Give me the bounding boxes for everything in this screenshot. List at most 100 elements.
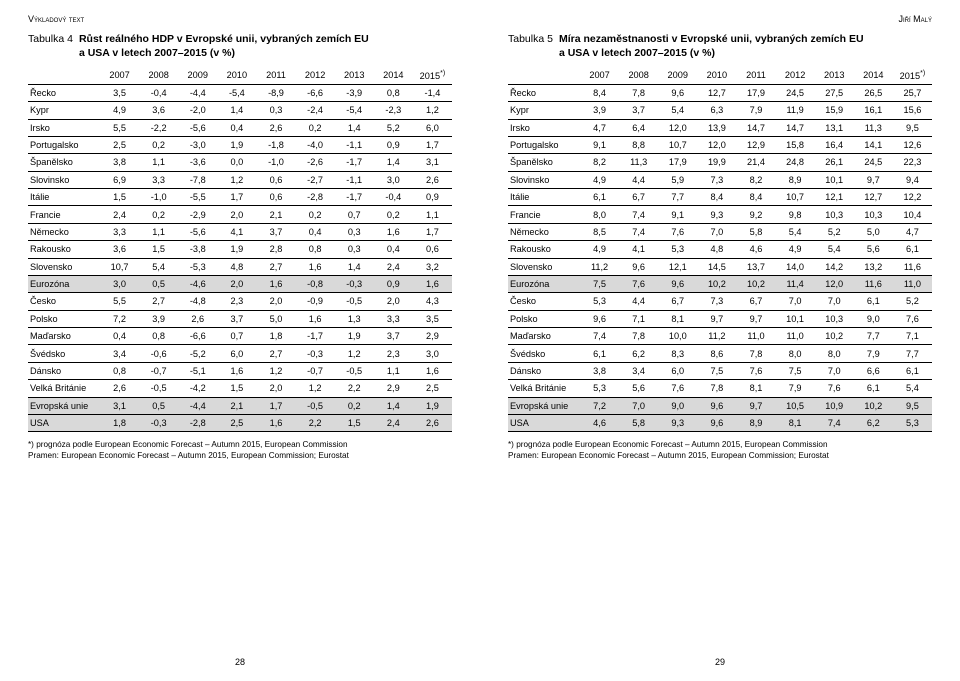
cell-value: 3,7: [619, 102, 658, 119]
cell-value: 3,4: [619, 362, 658, 379]
table-col-year: 2009: [658, 66, 697, 84]
cell-value: 7,0: [815, 362, 854, 379]
cell-value: -2,9: [178, 206, 217, 223]
cell-value: 5,2: [374, 119, 413, 136]
cell-value: 8,1: [776, 414, 815, 431]
cell-value: 7,4: [815, 414, 854, 431]
table-row: Polsko7,23,92,63,75,01,61,33,33,5: [28, 310, 452, 327]
cell-value: 8,4: [736, 189, 775, 206]
cell-value: 11,9: [776, 102, 815, 119]
table-col-year: 2014: [854, 66, 893, 84]
cell-value: 8,5: [580, 223, 619, 240]
cell-value: 1,9: [413, 397, 452, 414]
cell-value: 3,8: [580, 362, 619, 379]
table-col-year: 2008: [619, 66, 658, 84]
cell-value: 0,2: [374, 206, 413, 223]
cell-value: 5,8: [619, 414, 658, 431]
table-col-year: 2015*): [413, 66, 452, 84]
row-label: Rakousko: [508, 241, 580, 258]
cell-value: 2,3: [217, 293, 256, 310]
cell-value: 6,6: [854, 362, 893, 379]
cell-value: -0,6: [139, 345, 178, 362]
row-label: Česko: [28, 293, 100, 310]
cell-value: 3,7: [256, 223, 295, 240]
cell-value: 9,6: [697, 414, 736, 431]
cell-value: 10,3: [815, 310, 854, 327]
cell-value: 14,5: [697, 258, 736, 275]
cell-value: -2,8: [178, 414, 217, 431]
table5-title-l1: Míra nezaměstnanosti v Evropské unii, vy…: [559, 33, 864, 45]
row-label: Francie: [508, 206, 580, 223]
cell-value: 10,9: [815, 397, 854, 414]
cell-value: 4,6: [580, 414, 619, 431]
cell-value: 5,5: [100, 119, 139, 136]
table5-title: Míra nezaměstnanosti v Evropské unii, vy…: [559, 32, 932, 60]
cell-value: 3,6: [100, 241, 139, 258]
cell-value: 14,7: [736, 119, 775, 136]
cell-value: 5,4: [658, 102, 697, 119]
cell-value: -7,8: [178, 171, 217, 188]
cell-value: 6,2: [619, 345, 658, 362]
cell-value: 10,2: [736, 275, 775, 292]
cell-value: 1,9: [335, 328, 374, 345]
cell-value: -1,4: [413, 84, 452, 101]
cell-value: 8,0: [815, 345, 854, 362]
cell-value: 12,9: [736, 136, 775, 153]
cell-value: 0,9: [374, 136, 413, 153]
table-row: Česko5,52,7-4,82,32,0-0,9-0,52,04,3: [28, 293, 452, 310]
cell-value: 6,1: [893, 241, 932, 258]
row-label: Německo: [28, 223, 100, 240]
running-head-left: Výkladový text: [28, 14, 452, 24]
cell-value: -0,5: [139, 380, 178, 397]
row-label: Dánsko: [28, 362, 100, 379]
cell-value: 10,7: [658, 136, 697, 153]
table5-footnote: *) prognóza podle European Economic Fore…: [508, 440, 932, 461]
table-row: Eurozóna3,00,5-4,62,01,6-0,8-0,30,91,6: [28, 275, 452, 292]
cell-value: -5,3: [178, 258, 217, 275]
table-row: Itálie6,16,77,78,48,410,712,112,712,2: [508, 189, 932, 206]
cell-value: 1,5: [217, 380, 256, 397]
cell-value: 3,0: [100, 275, 139, 292]
cell-value: 16,4: [815, 136, 854, 153]
cell-value: 0,2: [335, 397, 374, 414]
cell-value: 13,2: [854, 258, 893, 275]
cell-value: 2,2: [296, 414, 335, 431]
row-label: Velká Británie: [508, 380, 580, 397]
row-label: Itálie: [28, 189, 100, 206]
cell-value: -0,3: [139, 414, 178, 431]
cell-value: 11,6: [854, 275, 893, 292]
cell-value: 1,4: [335, 258, 374, 275]
cell-value: 7,8: [619, 328, 658, 345]
cell-value: 7,0: [619, 397, 658, 414]
cell-value: 8,8: [619, 136, 658, 153]
cell-value: -5,4: [335, 102, 374, 119]
row-label: Rakousko: [28, 241, 100, 258]
cell-value: 0,9: [374, 275, 413, 292]
cell-value: -4,0: [296, 136, 335, 153]
cell-value: 5,3: [580, 293, 619, 310]
cell-value: 1,4: [335, 119, 374, 136]
cell-value: 15,9: [815, 102, 854, 119]
cell-value: 15,8: [776, 136, 815, 153]
cell-value: 3,3: [100, 223, 139, 240]
cell-value: 6,0: [217, 345, 256, 362]
left-page: Výkladový text Tabulka 4 Růst reálného H…: [0, 0, 480, 681]
cell-value: 8,4: [697, 189, 736, 206]
row-label: Evropská unie: [508, 397, 580, 414]
cell-value: -1,0: [139, 189, 178, 206]
cell-value: 0,7: [217, 328, 256, 345]
row-label: Řecko: [508, 84, 580, 101]
table-col-year: 2010: [217, 66, 256, 84]
cell-value: 11,0: [736, 328, 775, 345]
cell-value: 6,1: [854, 380, 893, 397]
cell-value: 0,9: [413, 189, 452, 206]
cell-value: 8,2: [580, 154, 619, 171]
cell-value: 0,8: [296, 241, 335, 258]
table-row: Itálie1,5-1,0-5,51,70,6-2,8-1,7-0,40,9: [28, 189, 452, 206]
table-row: Maďarsko0,40,8-6,60,71,8-1,71,93,72,9: [28, 328, 452, 345]
cell-value: 9,6: [619, 258, 658, 275]
cell-value: 3,9: [580, 102, 619, 119]
cell-value: 9,1: [658, 206, 697, 223]
table-row: Španělsko3,81,1-3,60,0-1,0-2,6-1,71,43,1: [28, 154, 452, 171]
cell-value: 9,0: [658, 397, 697, 414]
